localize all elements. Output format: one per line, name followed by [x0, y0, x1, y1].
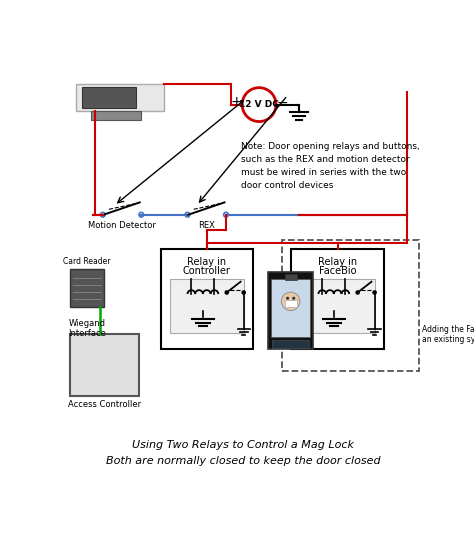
Text: Adding the FaceBio to
an existing system: Adding the FaceBio to an existing system	[421, 324, 474, 344]
Bar	[161, 249, 253, 350]
Text: Motion Detector: Motion Detector	[88, 221, 156, 230]
Bar	[282, 240, 419, 371]
Circle shape	[286, 297, 289, 300]
Text: 12 V DC: 12 V DC	[239, 100, 279, 109]
Bar	[301, 279, 374, 332]
Bar	[170, 279, 244, 332]
Bar	[292, 249, 384, 350]
Text: Access Controller: Access Controller	[68, 400, 141, 408]
Bar	[76, 84, 164, 111]
Text: Both are normally closed to keep the door closed: Both are normally closed to keep the doo…	[106, 456, 380, 466]
Circle shape	[356, 290, 360, 295]
Bar	[70, 268, 104, 307]
Text: Relay in: Relay in	[187, 257, 226, 267]
Text: Note: Door opening relays and buttons,
such as the REX and motion detector
must : Note: Door opening relays and buttons, s…	[241, 141, 420, 190]
Text: Controller: Controller	[183, 266, 231, 277]
Text: Using Two Relays to Control a Mag Lock: Using Two Relays to Control a Mag Lock	[132, 440, 354, 450]
Text: Card Reader: Card Reader	[63, 257, 111, 266]
Circle shape	[225, 290, 229, 295]
Text: REX: REX	[198, 221, 215, 230]
Text: FaceBio: FaceBio	[319, 266, 356, 277]
Text: −: −	[276, 96, 288, 110]
Text: +: +	[230, 95, 242, 109]
Bar	[272, 279, 310, 337]
Bar	[268, 272, 313, 350]
Bar	[70, 334, 139, 395]
Circle shape	[292, 297, 295, 300]
Bar	[284, 300, 297, 308]
Bar	[91, 111, 141, 120]
Circle shape	[372, 290, 377, 295]
Circle shape	[282, 292, 300, 310]
Text: Relay in: Relay in	[318, 257, 357, 267]
Text: Wiegand: Wiegand	[69, 318, 106, 328]
Text: Interface: Interface	[68, 329, 106, 338]
Bar	[82, 87, 136, 108]
Bar	[284, 274, 297, 280]
Circle shape	[241, 290, 246, 295]
Bar	[272, 340, 309, 348]
